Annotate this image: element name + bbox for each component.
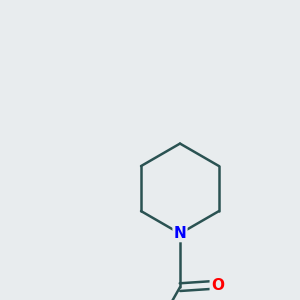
Text: N: N — [174, 226, 186, 241]
Text: O: O — [211, 278, 224, 292]
